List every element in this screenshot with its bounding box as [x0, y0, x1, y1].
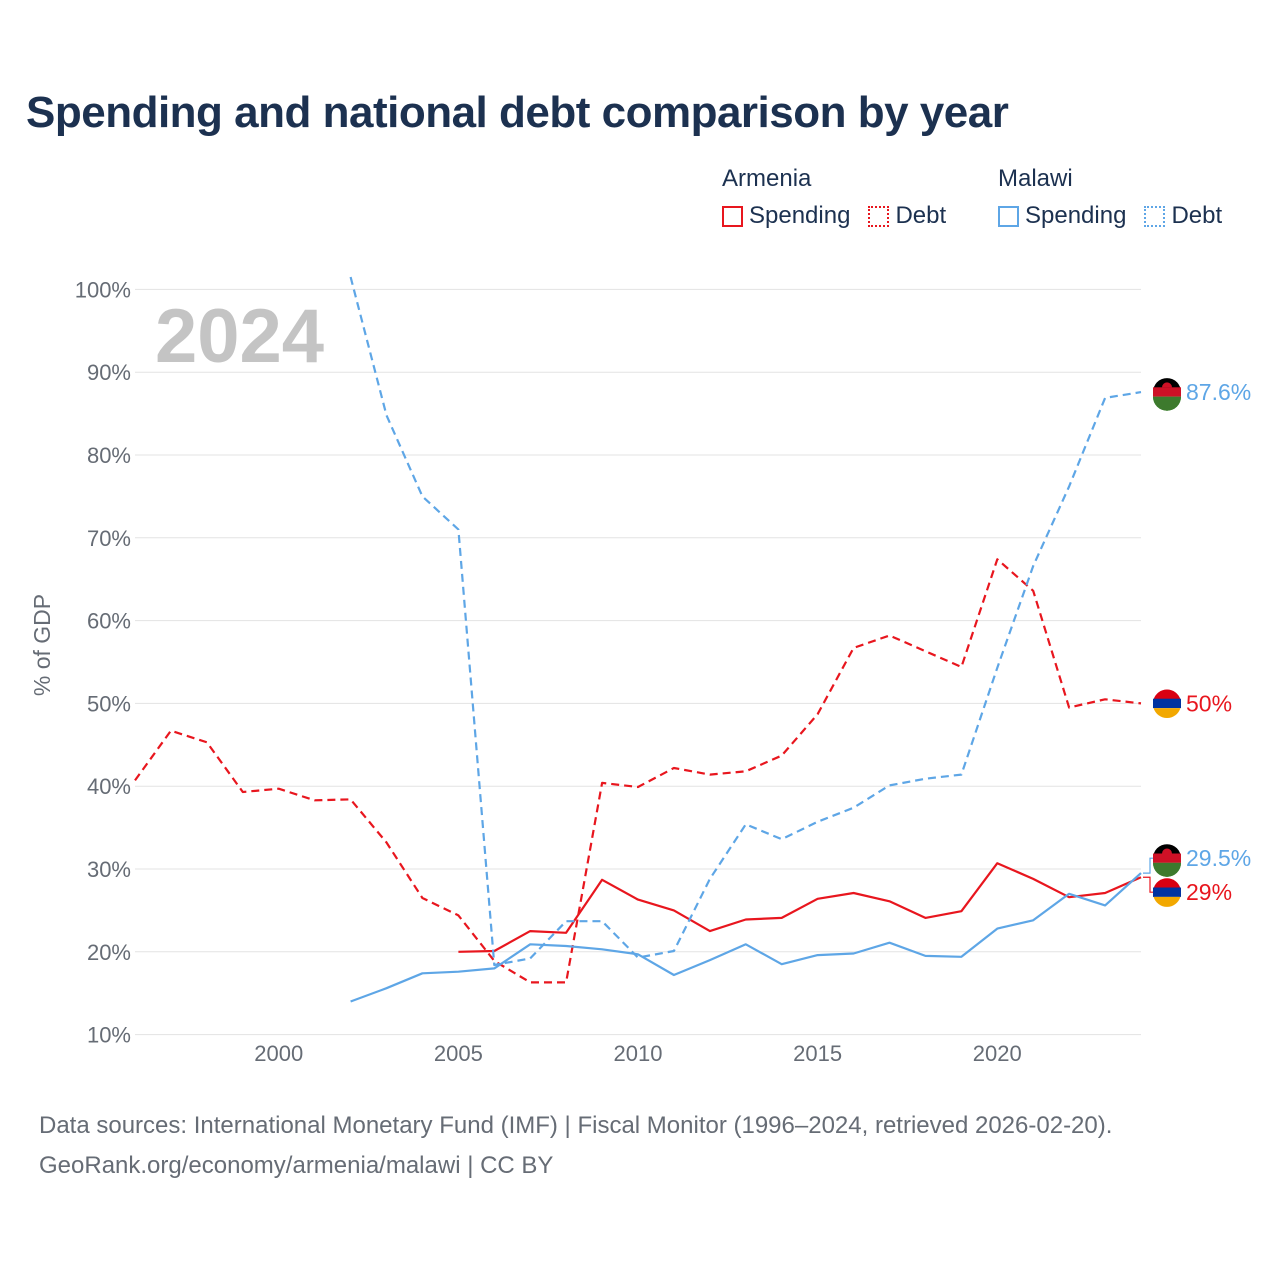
y-tick-label: 50%: [87, 691, 131, 716]
legend-malawi-spending[interactable]: Spending: [998, 202, 1126, 230]
y-tick-label: 60%: [87, 609, 131, 634]
x-tick-label: 2010: [614, 1041, 663, 1066]
label-connector: [1143, 876, 1153, 893]
x-tick-label: 2015: [793, 1041, 842, 1066]
year-label: 2024: [155, 294, 324, 379]
legend-group-armenia: Armenia Spending Debt: [722, 162, 964, 236]
malawi-flag-icon: [1153, 844, 1181, 877]
x-tick-label: 2005: [434, 1041, 483, 1066]
legend-armenia-debt[interactable]: Debt: [868, 202, 946, 230]
y-tick-label: 30%: [87, 857, 131, 882]
solid-swatch-icon: [998, 205, 1019, 227]
source-line: Data sources: International Monetary Fun…: [39, 1112, 1113, 1139]
malawi-flag-icon: [1153, 378, 1181, 411]
end-labels: 87.6% 50% 29.5% 29%: [1143, 378, 1251, 907]
malawi-debt-line: [349, 276, 1142, 967]
legend-malawi-debt[interactable]: Debt: [1144, 202, 1222, 230]
dotted-swatch-icon: [1144, 205, 1166, 227]
source-note: Data sources: International Monetary Fun…: [39, 1106, 1112, 1186]
series-lines: [134, 276, 1142, 1003]
chart-title: Spending and national debt comparison by…: [26, 88, 1009, 137]
end-value-label: 29.5%: [1186, 845, 1251, 871]
end-value-label: 87.6%: [1186, 379, 1251, 405]
y-tick-label: 10%: [87, 1023, 131, 1048]
armenia-debt-line: [134, 558, 1142, 984]
x-axis-ticks: 2000 2005 2010 2015 2020: [254, 1041, 1022, 1066]
legend-armenia-spending[interactable]: Spending: [722, 202, 850, 230]
dotted-swatch-icon: [868, 205, 890, 227]
solid-swatch-icon: [722, 205, 743, 227]
armenia-flag-icon: [1153, 689, 1181, 719]
y-tick-label: 90%: [87, 360, 131, 385]
label-connector: [1143, 857, 1153, 874]
y-tick-label: 20%: [87, 940, 131, 965]
armenia-flag-icon: [1153, 878, 1181, 907]
x-tick-label: 2000: [254, 1041, 303, 1066]
legend-group-malawi: Malawi Spending Debt: [998, 162, 1240, 236]
y-axis-label: % of GDP: [29, 594, 55, 696]
line-chart: 10% 20% 30% 40% 50% 60% 70% 80% 90% 100% 2000 2005…: [29, 276, 1251, 1066]
x-tick-label: 2020: [973, 1041, 1022, 1066]
y-tick-label: 100%: [75, 277, 131, 302]
legend-group-name: Malawi: [998, 165, 1073, 192]
legend-group-name: Armenia: [722, 165, 812, 192]
y-tick-label: 70%: [87, 526, 131, 551]
y-tick-label: 80%: [87, 443, 131, 468]
y-axis-ticks: 10% 20% 30% 40% 50% 60% 70% 80% 90% 100%: [75, 277, 131, 1047]
end-value-label: 29%: [1186, 879, 1232, 905]
armenia-spending-line: [458, 862, 1142, 953]
gridlines: [135, 288, 1141, 1036]
y-tick-label: 40%: [87, 774, 131, 799]
end-value-label: 50%: [1186, 690, 1232, 716]
source-link[interactable]: GeoRank.org/economy/armenia/malawi | CC …: [39, 1152, 554, 1179]
malawi-spending-line: [350, 872, 1142, 1003]
